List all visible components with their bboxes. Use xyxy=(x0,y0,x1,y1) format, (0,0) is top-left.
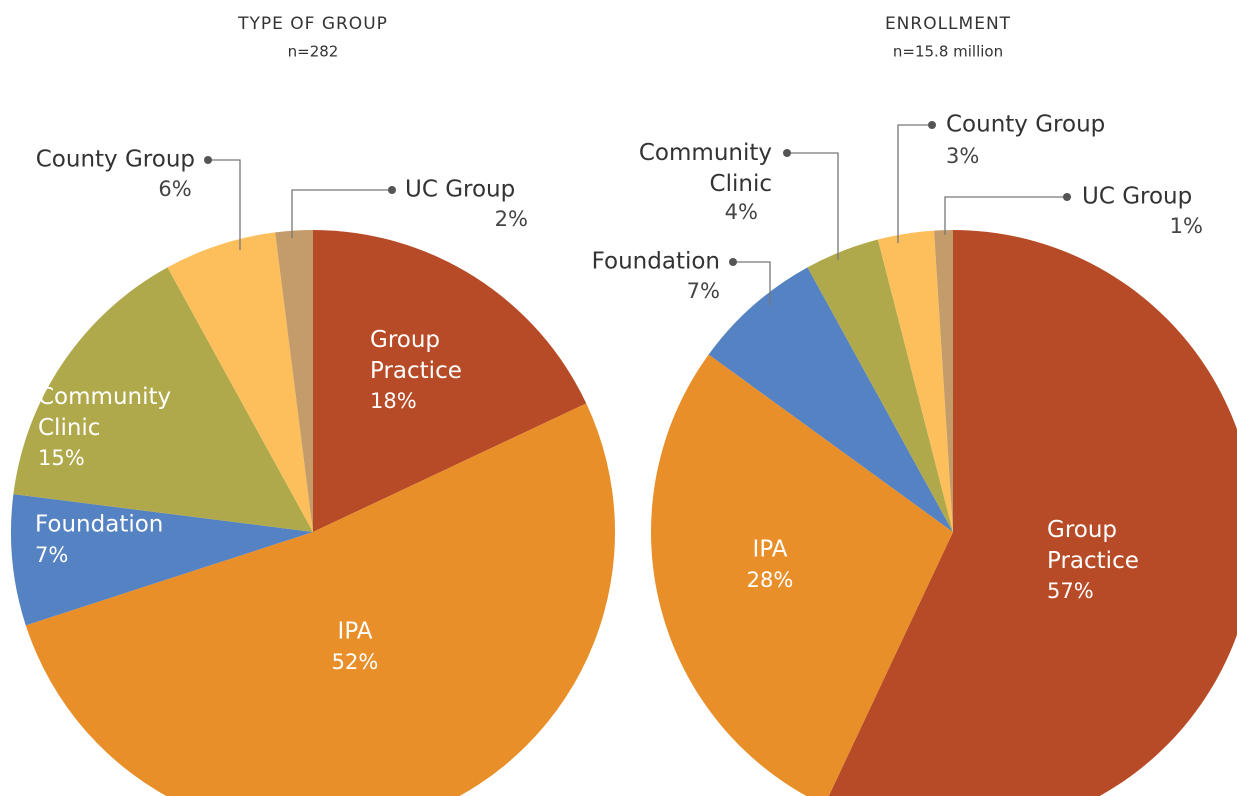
pie-slice xyxy=(708,267,953,532)
slice-label: Community Clinic xyxy=(639,140,772,197)
pie-slice xyxy=(651,354,953,796)
chart-title: ENROLLMENT xyxy=(885,14,1011,34)
slice-label: UC Group xyxy=(405,177,515,203)
leader-dot xyxy=(928,121,936,129)
leader-dot xyxy=(729,258,737,266)
leader-line xyxy=(897,124,932,243)
slice-value-label: 52% xyxy=(332,650,379,674)
slice-value-label: 4% xyxy=(725,200,758,224)
pie-slice xyxy=(25,403,615,796)
leader-line xyxy=(733,261,771,305)
slice-value-label: 7% xyxy=(687,279,720,303)
slice-label: Community Clinic xyxy=(38,384,171,441)
slice-value-label: 15% xyxy=(38,446,85,470)
leader-line xyxy=(944,196,1067,235)
leader-dot xyxy=(204,156,212,164)
leader-line xyxy=(787,152,839,260)
slice-value-label: 28% xyxy=(747,568,794,592)
slice-value-label: 6% xyxy=(158,177,191,201)
slice-label: IPA xyxy=(338,619,373,645)
slice-label: Foundation xyxy=(592,249,720,275)
slice-label: IPA xyxy=(753,537,788,563)
slice-label: County Group xyxy=(946,112,1105,138)
pie-slice xyxy=(13,267,314,532)
slice-value-label: 7% xyxy=(35,543,68,567)
slice-label: Group Practice xyxy=(1047,517,1139,574)
pie-slice xyxy=(877,230,953,532)
pie-slice xyxy=(11,494,314,626)
slice-value-label: 18% xyxy=(370,389,417,413)
leader-dot xyxy=(1063,193,1071,201)
slice-label: County Group xyxy=(36,147,195,173)
leader-line xyxy=(208,159,241,250)
pie-slice xyxy=(934,230,953,532)
slice-value-label: 3% xyxy=(946,144,979,168)
pie-slice xyxy=(828,230,1237,796)
leader-line xyxy=(291,189,392,238)
slice-label: Foundation xyxy=(35,512,163,538)
chart-title: TYPE OF GROUP xyxy=(237,14,388,34)
chart-subtitle: n=282 xyxy=(288,43,339,61)
slice-label: UC Group xyxy=(1082,184,1192,210)
slice-value-label: 57% xyxy=(1047,579,1094,603)
pie-slice xyxy=(313,230,587,532)
leader-dot xyxy=(783,149,791,157)
leader-dot xyxy=(388,186,396,194)
pie-slice xyxy=(807,239,953,532)
pie-slice xyxy=(167,232,313,533)
chart-subtitle: n=15.8 million xyxy=(893,43,1003,61)
slice-value-label: 1% xyxy=(1170,214,1203,238)
slice-value-label: 2% xyxy=(495,207,528,231)
slice-label: Group Practice xyxy=(370,327,462,384)
pie-slice xyxy=(275,230,313,532)
